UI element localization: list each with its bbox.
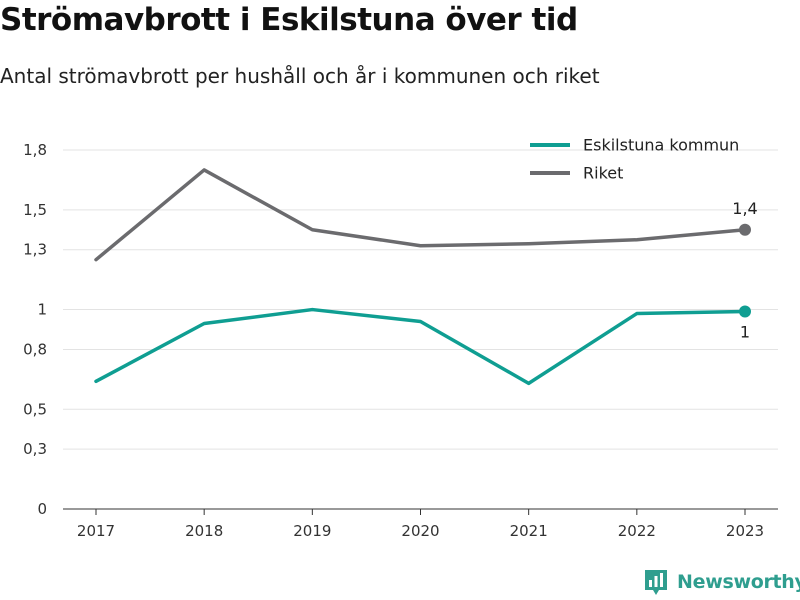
brand-name: Newsworthy: [677, 571, 800, 593]
legend-label: Eskilstuna kommun: [583, 136, 739, 155]
y-tick-label: 0,5: [23, 400, 47, 418]
series-line: [94, 307, 747, 386]
x-tick-label: 2022: [618, 522, 656, 540]
y-tick-label: 1,8: [23, 141, 47, 159]
y-tick-label: 0: [37, 500, 47, 518]
x-tick-label: 2021: [510, 522, 548, 540]
legend: Eskilstuna kommun Riket: [530, 136, 739, 183]
series-end-label: 1,4: [732, 199, 757, 218]
x-tick-label: 2017: [77, 522, 115, 540]
x-tick-label: 2023: [726, 522, 764, 540]
series-end-point: [739, 223, 751, 236]
series-group: 11,4: [94, 168, 758, 386]
chart-subtitle: Antal strömavbrott per hushåll och år i …: [0, 64, 600, 88]
y-tick-label: 1,5: [23, 201, 47, 219]
y-axis: 0 0,3 0,5 0,8 1 1,3 1,5 1,8: [23, 141, 47, 518]
chart-title: Strömavbrott i Eskilstuna över tid: [0, 2, 578, 38]
y-tick-label: 0,3: [23, 440, 47, 458]
x-axis: 2017 2018 2019 2020 2021 2022 2023: [63, 508, 778, 540]
y-tick-label: 1: [37, 301, 47, 319]
newsworthy-brand: Newsworthy: [643, 568, 800, 596]
legend-label: Riket: [583, 164, 623, 183]
y-tick-label: 1,3: [23, 241, 47, 259]
y-tick-label: 0,8: [23, 340, 47, 358]
x-tick-label: 2019: [293, 522, 331, 540]
series-line: [94, 168, 747, 262]
x-tick-label: 2020: [401, 522, 439, 540]
x-tick-label: 2018: [185, 522, 223, 540]
grid-lines: [63, 149, 778, 450]
series-end-label: 1: [740, 323, 750, 342]
series-end-point: [739, 305, 751, 318]
newsworthy-logo-icon: [645, 570, 667, 595]
